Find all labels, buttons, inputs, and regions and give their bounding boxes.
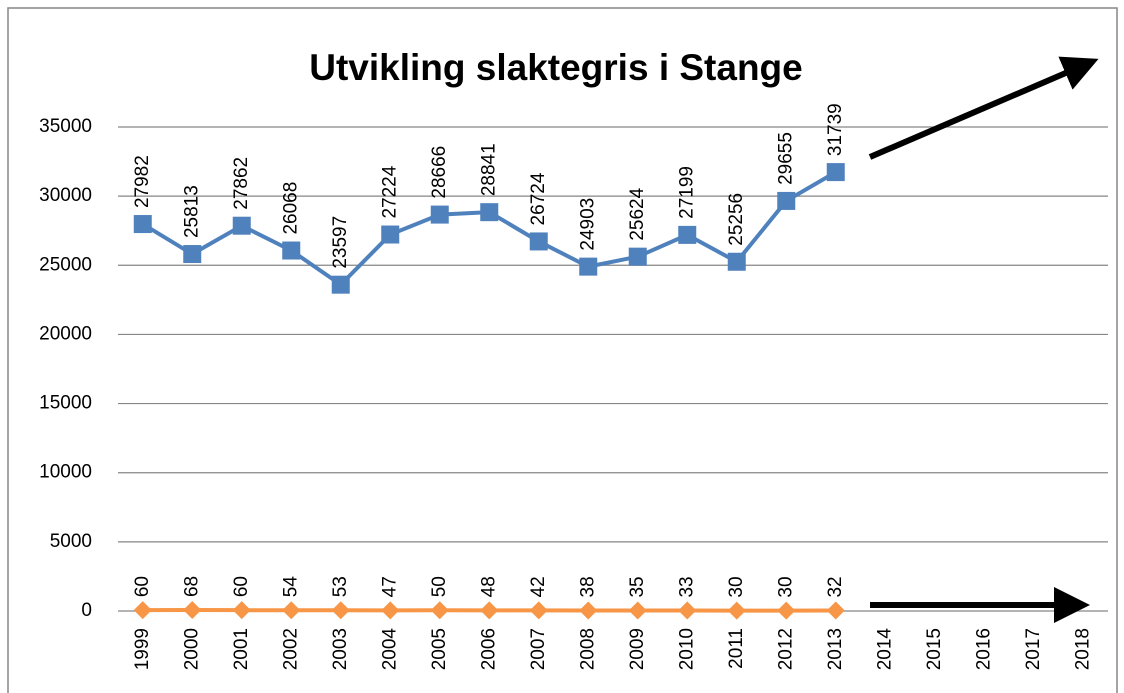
point-marker [232,216,251,235]
x-tick-label: 2005 [429,628,450,670]
data-label: 60 [132,576,153,597]
x-tick-label: 2000 [181,628,202,670]
data-label: 27862 [231,157,252,210]
point-marker [381,225,400,244]
data-label: 33 [676,576,697,597]
x-tick-label: 2010 [676,628,697,670]
x-tick-label: 2015 [924,628,945,670]
data-label: 54 [280,576,301,598]
point-marker [430,205,449,224]
point-marker [529,232,548,251]
data-label: 38 [577,576,598,597]
x-tick-label: 2001 [231,628,252,670]
point-marker [727,252,746,271]
x-tick-label: 2012 [775,628,796,670]
point-marker [727,601,746,620]
x-tick-label: 2004 [379,628,400,671]
point-marker [232,601,251,620]
grid [118,126,1108,612]
data-label: 35 [627,576,648,597]
x-tick-label: 2003 [330,628,351,670]
point-marker [331,275,350,294]
data-label: 47 [379,576,400,597]
data-label: 27982 [132,155,153,208]
data-label: 28666 [429,146,450,199]
point-marker [579,601,598,620]
data-label: 27199 [676,166,697,219]
point-marker [282,241,301,260]
data-label: 32 [825,576,846,597]
data-label: 60 [231,576,252,597]
data-label: 53 [330,576,351,597]
x-tick-label: 2008 [577,628,598,670]
data-label: 30 [726,576,747,597]
x-tick-label: 2009 [627,628,648,670]
data-label: 31739 [825,103,846,156]
point-marker [381,601,400,620]
point-marker [183,601,202,620]
point-marker [678,225,697,244]
point-marker [480,601,499,620]
point-marker [529,601,548,620]
x-tick-label: 2011 [726,628,747,669]
data-label: 24903 [577,198,598,251]
data-label: 42 [528,576,549,597]
point-marker [678,601,697,620]
point-marker [628,247,647,266]
data-label: 25624 [627,187,648,240]
x-tick-label: 2016 [973,628,994,670]
point-marker [777,191,796,210]
data-label: 28841 [478,143,499,196]
point-marker [133,215,152,234]
x-tick-label: 2006 [478,628,499,670]
data-label: 25256 [726,193,747,246]
point-marker [282,601,301,620]
y-tick-label: 25000 [39,254,92,275]
data-label: 30 [775,576,796,597]
y-tick-label: 15000 [39,393,92,414]
point-marker [183,245,202,264]
data-label: 25813 [181,185,202,238]
data-label: 23597 [330,216,351,269]
point-marker [480,203,499,222]
point-marker [777,601,796,620]
data-label: 68 [181,576,202,597]
y-tick-label: 0 [81,600,92,621]
x-tick-label: 2013 [825,628,846,670]
y-tick-label: 20000 [39,323,92,344]
point-marker [628,601,647,620]
chart-frame [7,7,1118,693]
data-label: 29655 [775,132,796,185]
point-marker [826,163,845,182]
x-tick-label: 1999 [132,628,153,670]
y-tick-label: 30000 [39,185,92,206]
point-marker [331,601,350,620]
y-tick-label: 35000 [39,116,92,137]
point-marker [430,601,449,620]
data-label: 26068 [280,182,301,235]
trend-arrow [868,56,1099,160]
data-label: 27224 [379,165,400,218]
x-tick-label: 2002 [280,628,301,670]
data-label: 50 [429,576,450,597]
point-marker [133,601,152,620]
point-marker [826,601,845,620]
x-tick-label: 2014 [874,628,895,671]
x-tick-label: 2017 [1023,628,1044,670]
x-tick-label: 2018 [1072,628,1093,670]
point-marker [579,257,598,276]
chart-title: Utvikling slaktegris i Stange [309,47,802,88]
y-tick-label: 10000 [39,462,92,483]
x-tick-label: 2007 [528,628,549,670]
y-tick-label: 5000 [50,531,92,552]
data-label: 26724 [528,172,549,225]
data-label: 48 [478,576,499,597]
